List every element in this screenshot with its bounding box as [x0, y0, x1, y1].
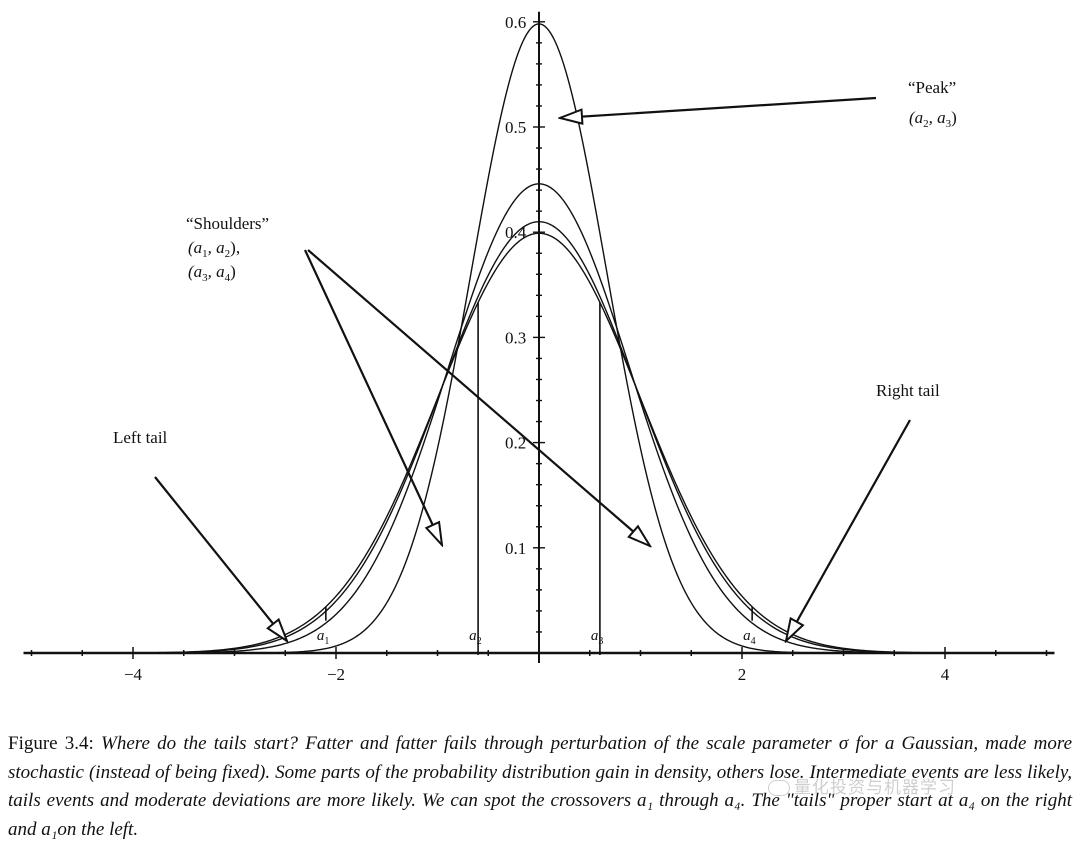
x-tick-label: 4	[941, 665, 950, 684]
x-tick-label: −2	[327, 665, 345, 684]
right-tail-label: Right tail	[876, 381, 940, 400]
left-tail-arrow	[154, 476, 287, 641]
shoulders-coords-1: (a1, a2),	[188, 238, 240, 260]
x-tick-label: 2	[738, 665, 747, 684]
shoulders-coords-2: (a3, a4)	[188, 262, 236, 284]
watermark: 量化投资与机器学习	[768, 773, 956, 798]
shoulders-label: “Shoulders”	[186, 214, 269, 233]
peak-label: “Peak”	[908, 78, 956, 97]
y-tick-label: 0.4	[505, 223, 527, 242]
crossover-label: a3	[591, 628, 604, 647]
y-tick-label: 0.6	[505, 13, 526, 32]
y-tick-label: 0.5	[505, 118, 526, 137]
crossover-label: a4	[743, 628, 756, 647]
ticks: −4 −2 2 4 0.1 0.2 0.3 0.4 0.5 0.6	[30, 13, 1048, 684]
crossover-label: a2	[469, 628, 482, 647]
right-tail-arrow	[786, 419, 911, 641]
figure-caption: Figure 3.4: Where do the tails start? Fa…	[8, 730, 1072, 844]
y-tick-label: 0.1	[505, 539, 526, 558]
shoulders-arrow-left	[304, 249, 442, 545]
peak-arrow	[560, 96, 877, 118]
y-tick-label: 0.2	[505, 434, 526, 453]
wechat-icon	[768, 780, 790, 796]
x-tick-label: −4	[124, 665, 143, 684]
left-tail-label: Left tail	[113, 428, 168, 447]
watermark-text: 量化投资与机器学习	[794, 778, 956, 798]
caption-text: Where do the tails start? Fatter and fat…	[8, 733, 1072, 840]
caption-lead: Figure 3.4:	[8, 733, 94, 754]
shoulders-arrow-right	[307, 249, 650, 546]
y-tick-label: 0.3	[505, 328, 526, 347]
peak-coords: (a2, a3)	[909, 108, 957, 130]
crossover-label: a1	[317, 628, 330, 647]
chart: −4 −2 2 4 0.1 0.2 0.3 0.4 0.5 0.6 a1 a2 a3 a4 “Peak”…	[23, 11, 1055, 684]
crossover-lines: a1 a2 a3 a4	[317, 302, 756, 655]
